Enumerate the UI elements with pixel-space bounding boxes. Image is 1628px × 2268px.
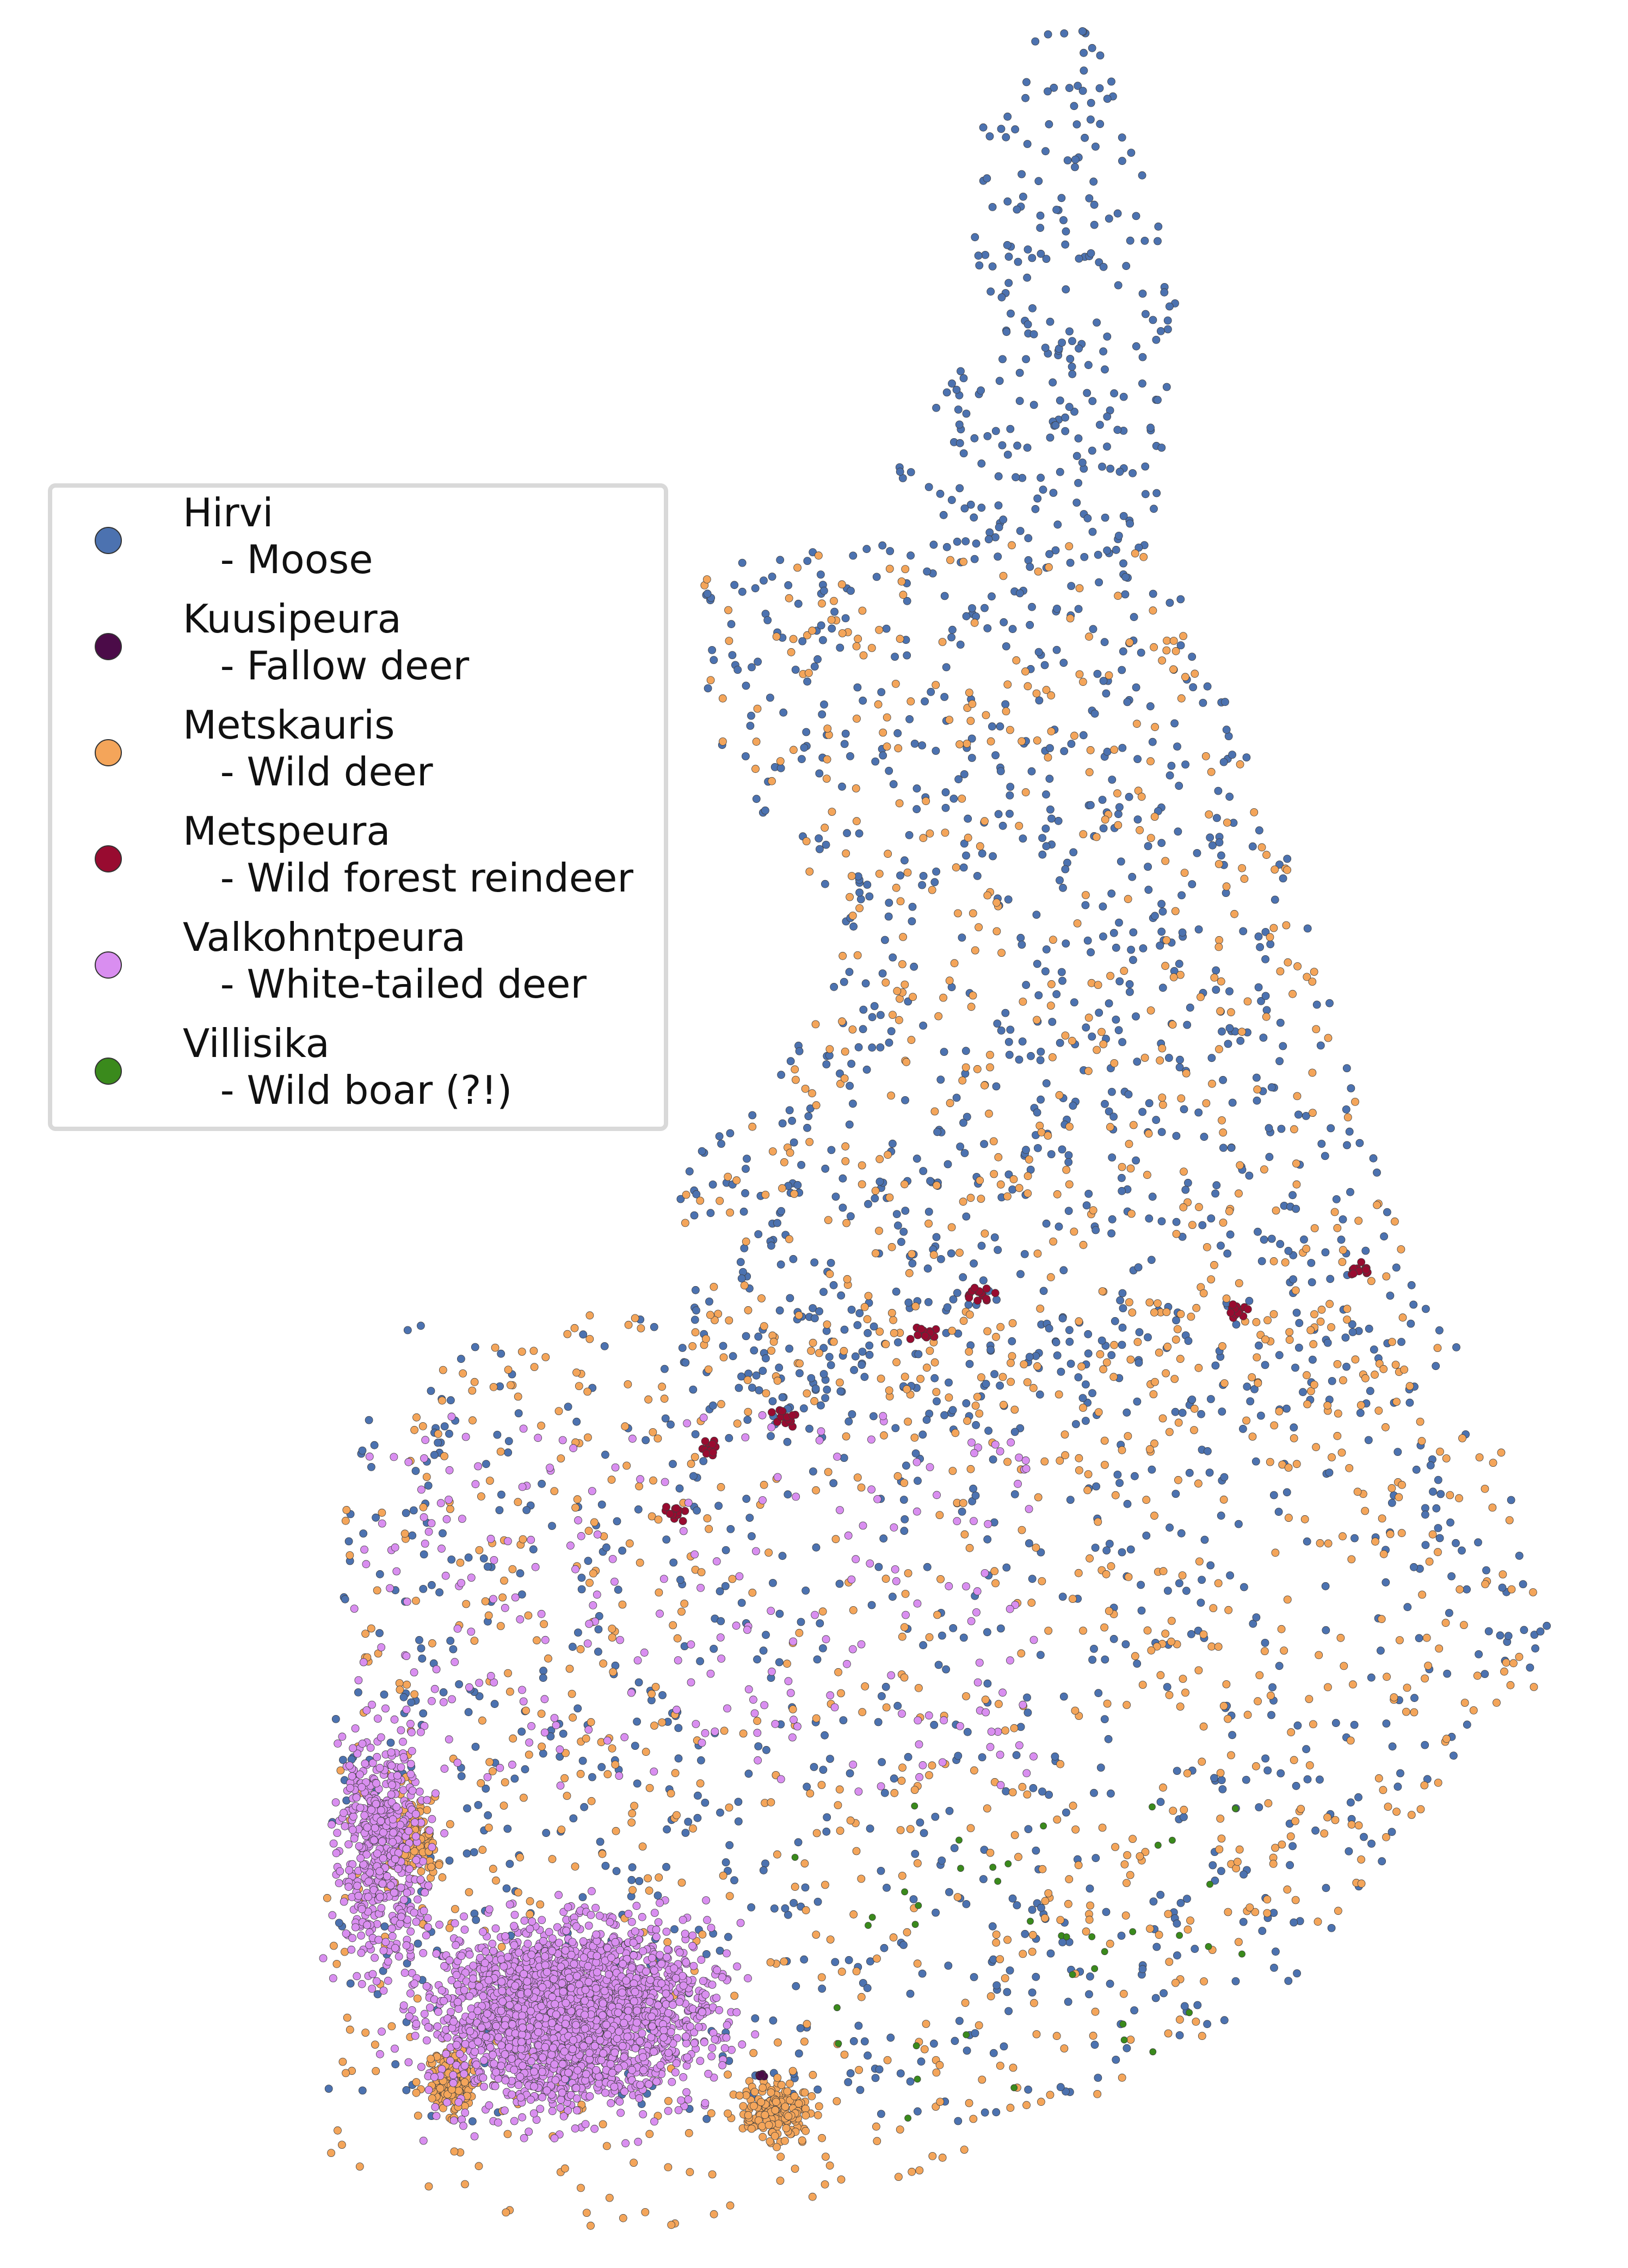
accident-points: [319, 27, 1551, 2230]
fallow-deer-marker-icon: [95, 633, 122, 660]
legend-desc: - Moose: [183, 537, 373, 582]
legend-name: Villisika: [183, 1021, 330, 1066]
wild-deer-marker-icon: [95, 739, 122, 766]
moose-marker-icon: [95, 527, 122, 554]
legend: Hirvi - Moose Kuusipeura - Fallow deer M…: [48, 483, 668, 1131]
legend-name: Metspeura: [183, 808, 391, 854]
forest-reindeer-marker-icon: [95, 845, 122, 872]
legend-desc: - Fallow deer: [183, 643, 470, 689]
legend-name: Hirvi: [183, 490, 274, 536]
legend-item-wild-boar: Villisika - Wild boar (?!): [52, 1021, 664, 1127]
legend-item-moose: Hirvi - Moose: [52, 490, 664, 597]
white-tailed-deer-marker-icon: [95, 951, 122, 979]
legend-name: Valkohntpeura: [183, 914, 466, 960]
legend-desc: - Wild forest reindeer: [183, 855, 633, 901]
wild-boar-marker-icon: [95, 1058, 122, 1085]
legend-desc: - Wild deer: [183, 749, 433, 795]
legend-name: Metskauris: [183, 702, 395, 748]
legend-desc: - White-tailed deer: [183, 961, 587, 1007]
legend-desc: - Wild boar (?!): [183, 1067, 513, 1113]
legend-item-wild-deer: Metskauris - Wild deer: [52, 702, 664, 809]
legend-name: Kuusipeura: [183, 596, 402, 642]
legend-item-fallow-deer: Kuusipeura - Fallow deer: [52, 596, 664, 703]
legend-item-forest-reindeer: Metspeura - Wild forest reindeer: [52, 808, 664, 915]
legend-item-white-tailed-deer: Valkohntpeura - White-tailed deer: [52, 914, 664, 1021]
